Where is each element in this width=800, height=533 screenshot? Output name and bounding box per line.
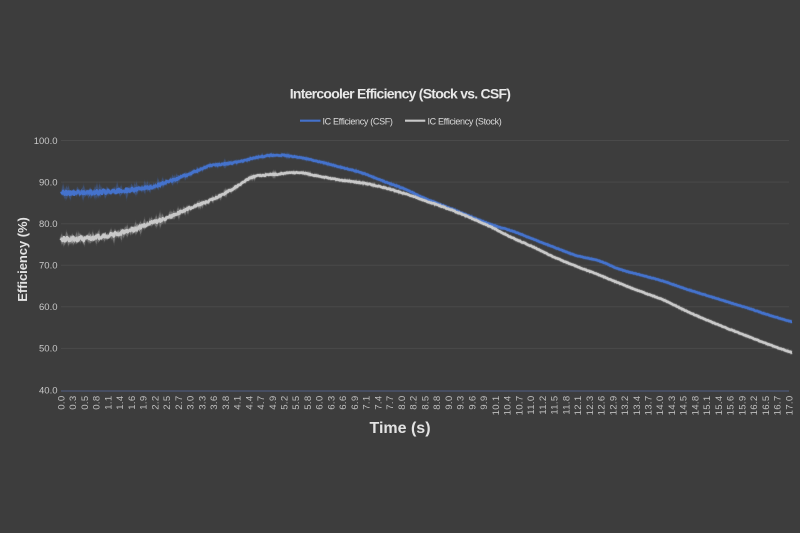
svg-text:11.2: 11.2 xyxy=(538,396,549,415)
svg-text:0.5: 0.5 xyxy=(80,396,91,410)
svg-text:1.9: 1.9 xyxy=(139,396,150,410)
svg-text:11.5: 11.5 xyxy=(550,396,561,415)
svg-text:15.9: 15.9 xyxy=(737,396,748,416)
svg-text:10.7: 10.7 xyxy=(514,396,525,416)
svg-text:Intercooler Efficiency (Stock: Intercooler Efficiency (Stock vs. CSF) xyxy=(290,86,511,102)
svg-text:4.7: 4.7 xyxy=(256,396,267,410)
svg-text:4.9: 4.9 xyxy=(268,396,279,410)
svg-text:11.8: 11.8 xyxy=(561,396,572,415)
svg-text:8.2: 8.2 xyxy=(409,396,420,410)
svg-text:10.4: 10.4 xyxy=(503,395,514,415)
svg-text:2.5: 2.5 xyxy=(162,396,173,410)
svg-text:80.0: 80.0 xyxy=(39,219,58,230)
svg-text:13.7: 13.7 xyxy=(644,396,655,416)
svg-text:3.6: 3.6 xyxy=(209,396,220,410)
svg-text:12.6: 12.6 xyxy=(597,396,608,416)
svg-text:5.8: 5.8 xyxy=(303,396,314,410)
svg-text:40.0: 40.0 xyxy=(39,385,58,396)
svg-text:10.1: 10.1 xyxy=(491,396,502,416)
svg-text:15.1: 15.1 xyxy=(702,396,713,416)
svg-text:Time (s): Time (s) xyxy=(369,420,430,437)
svg-text:6.3: 6.3 xyxy=(327,396,338,410)
svg-text:12.1: 12.1 xyxy=(573,396,584,416)
svg-text:16.2: 16.2 xyxy=(749,396,760,416)
svg-text:Efficiency (%): Efficiency (%) xyxy=(15,217,30,302)
svg-text:100.0: 100.0 xyxy=(34,136,58,147)
svg-text:0.0: 0.0 xyxy=(56,396,67,410)
svg-text:8.5: 8.5 xyxy=(420,396,431,410)
svg-text:50.0: 50.0 xyxy=(39,344,58,355)
svg-text:7.7: 7.7 xyxy=(385,396,396,410)
svg-text:IC Efficiency (Stock): IC Efficiency (Stock) xyxy=(428,116,502,126)
svg-text:9.3: 9.3 xyxy=(456,396,467,410)
svg-text:8.0: 8.0 xyxy=(397,396,408,410)
svg-text:12.9: 12.9 xyxy=(608,396,619,416)
svg-text:60.0: 60.0 xyxy=(39,302,58,313)
svg-text:9.0: 9.0 xyxy=(444,396,455,410)
svg-text:16.7: 16.7 xyxy=(773,396,784,416)
svg-text:3.8: 3.8 xyxy=(221,396,232,410)
svg-text:IC Efficiency (CSF): IC Efficiency (CSF) xyxy=(323,116,393,126)
svg-text:0.8: 0.8 xyxy=(92,396,103,410)
svg-text:4.4: 4.4 xyxy=(244,395,255,410)
svg-text:14.0: 14.0 xyxy=(655,396,666,416)
svg-text:7.1: 7.1 xyxy=(362,396,373,410)
svg-text:1.1: 1.1 xyxy=(103,396,114,410)
svg-text:0.3: 0.3 xyxy=(68,396,79,410)
svg-text:2.7: 2.7 xyxy=(174,396,185,410)
svg-text:17.0: 17.0 xyxy=(784,396,795,416)
svg-text:13.4: 13.4 xyxy=(632,395,643,415)
svg-text:5.2: 5.2 xyxy=(280,396,291,410)
svg-text:70.0: 70.0 xyxy=(39,261,58,272)
svg-text:16.5: 16.5 xyxy=(761,396,772,416)
svg-text:6.9: 6.9 xyxy=(350,396,361,410)
svg-text:1.6: 1.6 xyxy=(127,396,138,410)
svg-text:9.9: 9.9 xyxy=(479,396,490,410)
svg-text:3.3: 3.3 xyxy=(197,396,208,410)
svg-text:14.5: 14.5 xyxy=(679,396,690,416)
svg-text:15.4: 15.4 xyxy=(714,395,725,415)
svg-text:13.2: 13.2 xyxy=(620,396,631,416)
svg-text:6.0: 6.0 xyxy=(315,396,326,410)
svg-text:6.6: 6.6 xyxy=(338,396,349,410)
svg-text:14.3: 14.3 xyxy=(667,396,678,416)
svg-text:9.6: 9.6 xyxy=(467,396,478,410)
svg-text:3.0: 3.0 xyxy=(186,396,197,410)
svg-text:14.8: 14.8 xyxy=(691,396,702,416)
svg-text:2.2: 2.2 xyxy=(150,396,161,410)
svg-text:11.0: 11.0 xyxy=(526,396,537,415)
svg-text:8.8: 8.8 xyxy=(432,396,443,410)
svg-text:12.3: 12.3 xyxy=(585,396,596,416)
svg-text:90.0: 90.0 xyxy=(39,177,58,188)
svg-text:5.5: 5.5 xyxy=(291,396,302,410)
svg-text:1.4: 1.4 xyxy=(115,395,126,410)
svg-text:15.6: 15.6 xyxy=(726,396,737,416)
svg-text:4.1: 4.1 xyxy=(233,396,244,410)
svg-text:7.4: 7.4 xyxy=(373,395,384,410)
